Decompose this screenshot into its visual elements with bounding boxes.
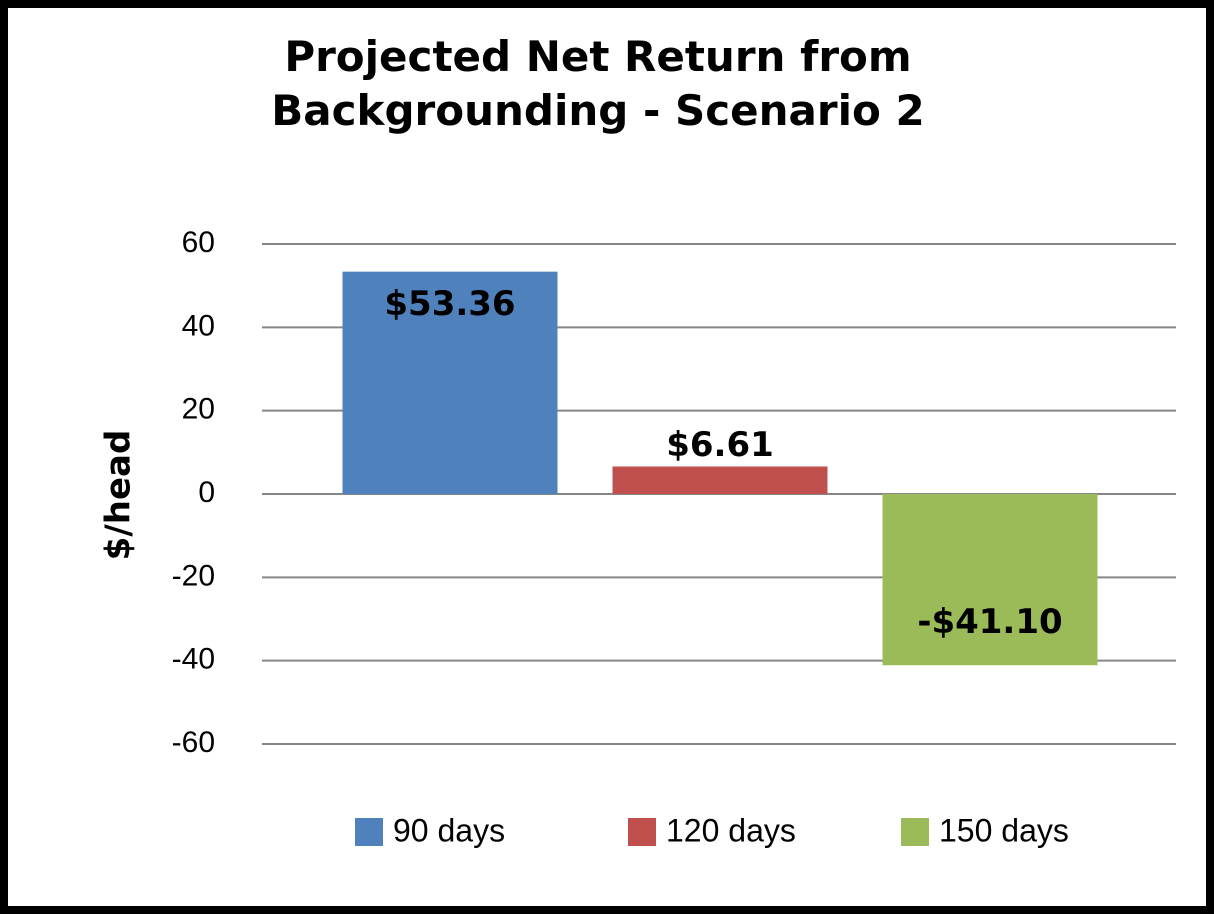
- y-tick-label: -40: [172, 643, 215, 676]
- y-tick-label: 60: [182, 226, 215, 259]
- legend-label: 120 days: [666, 812, 796, 848]
- legend-swatch: [628, 818, 656, 846]
- value-label: $53.36: [384, 284, 515, 324]
- y-axis-label: $/head: [99, 430, 139, 561]
- y-tick-label: 40: [182, 309, 215, 342]
- bar: [612, 466, 828, 494]
- value-label: -$41.10: [917, 602, 1062, 642]
- legend-swatch: [355, 818, 383, 846]
- y-tick-label: -60: [172, 726, 215, 759]
- value-label: $6.61: [666, 425, 774, 465]
- y-tick-label: -20: [172, 559, 215, 592]
- y-tick-label: 20: [182, 393, 215, 426]
- bar: [882, 494, 1098, 666]
- legend-swatch: [901, 818, 929, 846]
- bar: [342, 271, 558, 494]
- legend-label: 90 days: [393, 812, 505, 848]
- chart-title: Projected Net Return from Backgrounding …: [271, 32, 925, 135]
- y-tick-label: 0: [198, 476, 215, 509]
- legend-label: 150 days: [939, 812, 1069, 848]
